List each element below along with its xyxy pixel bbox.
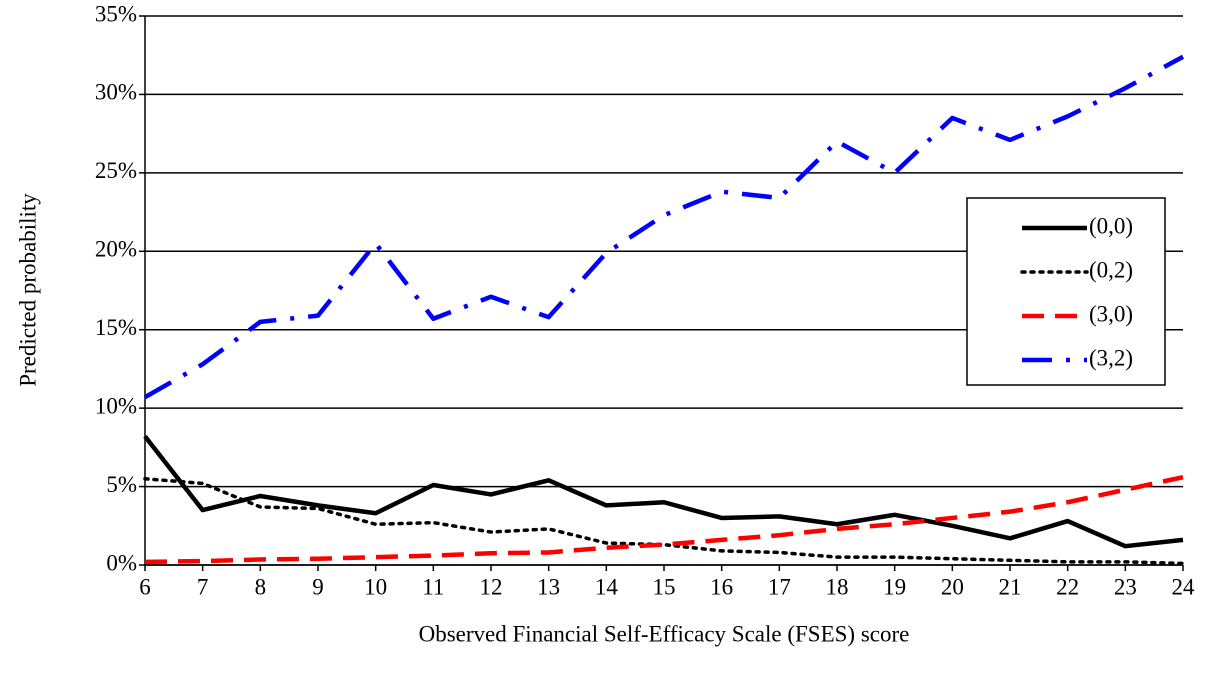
x-tick-label: 12 [480, 574, 503, 599]
x-tick-label: 18 [826, 574, 849, 599]
y-tick-label: 5% [106, 472, 137, 497]
y-tick-label: 30% [95, 80, 137, 105]
series-line [143, 434, 1184, 549]
x-tick-label: 9 [312, 574, 324, 599]
x-tick-label: 15 [653, 574, 676, 599]
x-tick-label: 14 [595, 574, 619, 599]
x-tick-label: 21 [999, 574, 1022, 599]
x-tick-label: 13 [537, 574, 560, 599]
x-tick-label: 11 [422, 574, 444, 599]
x-tick-label: 16 [710, 574, 733, 599]
x-tick-label: 6 [139, 574, 151, 599]
series-line [143, 54, 1185, 400]
y-axis-title: Predicted probability [15, 193, 40, 387]
legend-label: (3,2) [1089, 345, 1133, 370]
y-tick-label: 20% [95, 237, 137, 262]
x-tick-label: 7 [197, 574, 209, 599]
y-tick-label: 0% [106, 550, 137, 575]
legend-label: (0,2) [1089, 257, 1133, 282]
y-tick-label: 35% [95, 1, 137, 26]
x-tick-label: 24 [1172, 574, 1196, 599]
series-line [143, 476, 1185, 566]
x-tick-label: 19 [883, 574, 906, 599]
x-tick-label: 23 [1114, 574, 1137, 599]
x-axis-title: Observed Financial Self-Efficacy Scale (… [419, 621, 910, 646]
x-tick-label: 10 [364, 574, 387, 599]
x-tick-label: 20 [941, 574, 964, 599]
y-tick-label: 10% [95, 393, 137, 418]
y-tick-label: 25% [95, 158, 137, 183]
series-line [144, 474, 1184, 565]
x-tick-label: 17 [768, 574, 791, 599]
x-tick-label: 8 [255, 574, 267, 599]
legend-label: (3,0) [1089, 301, 1133, 326]
y-tick-label: 15% [95, 315, 137, 340]
legend-label: (0,0) [1089, 213, 1133, 238]
x-tick-label: 22 [1056, 574, 1079, 599]
